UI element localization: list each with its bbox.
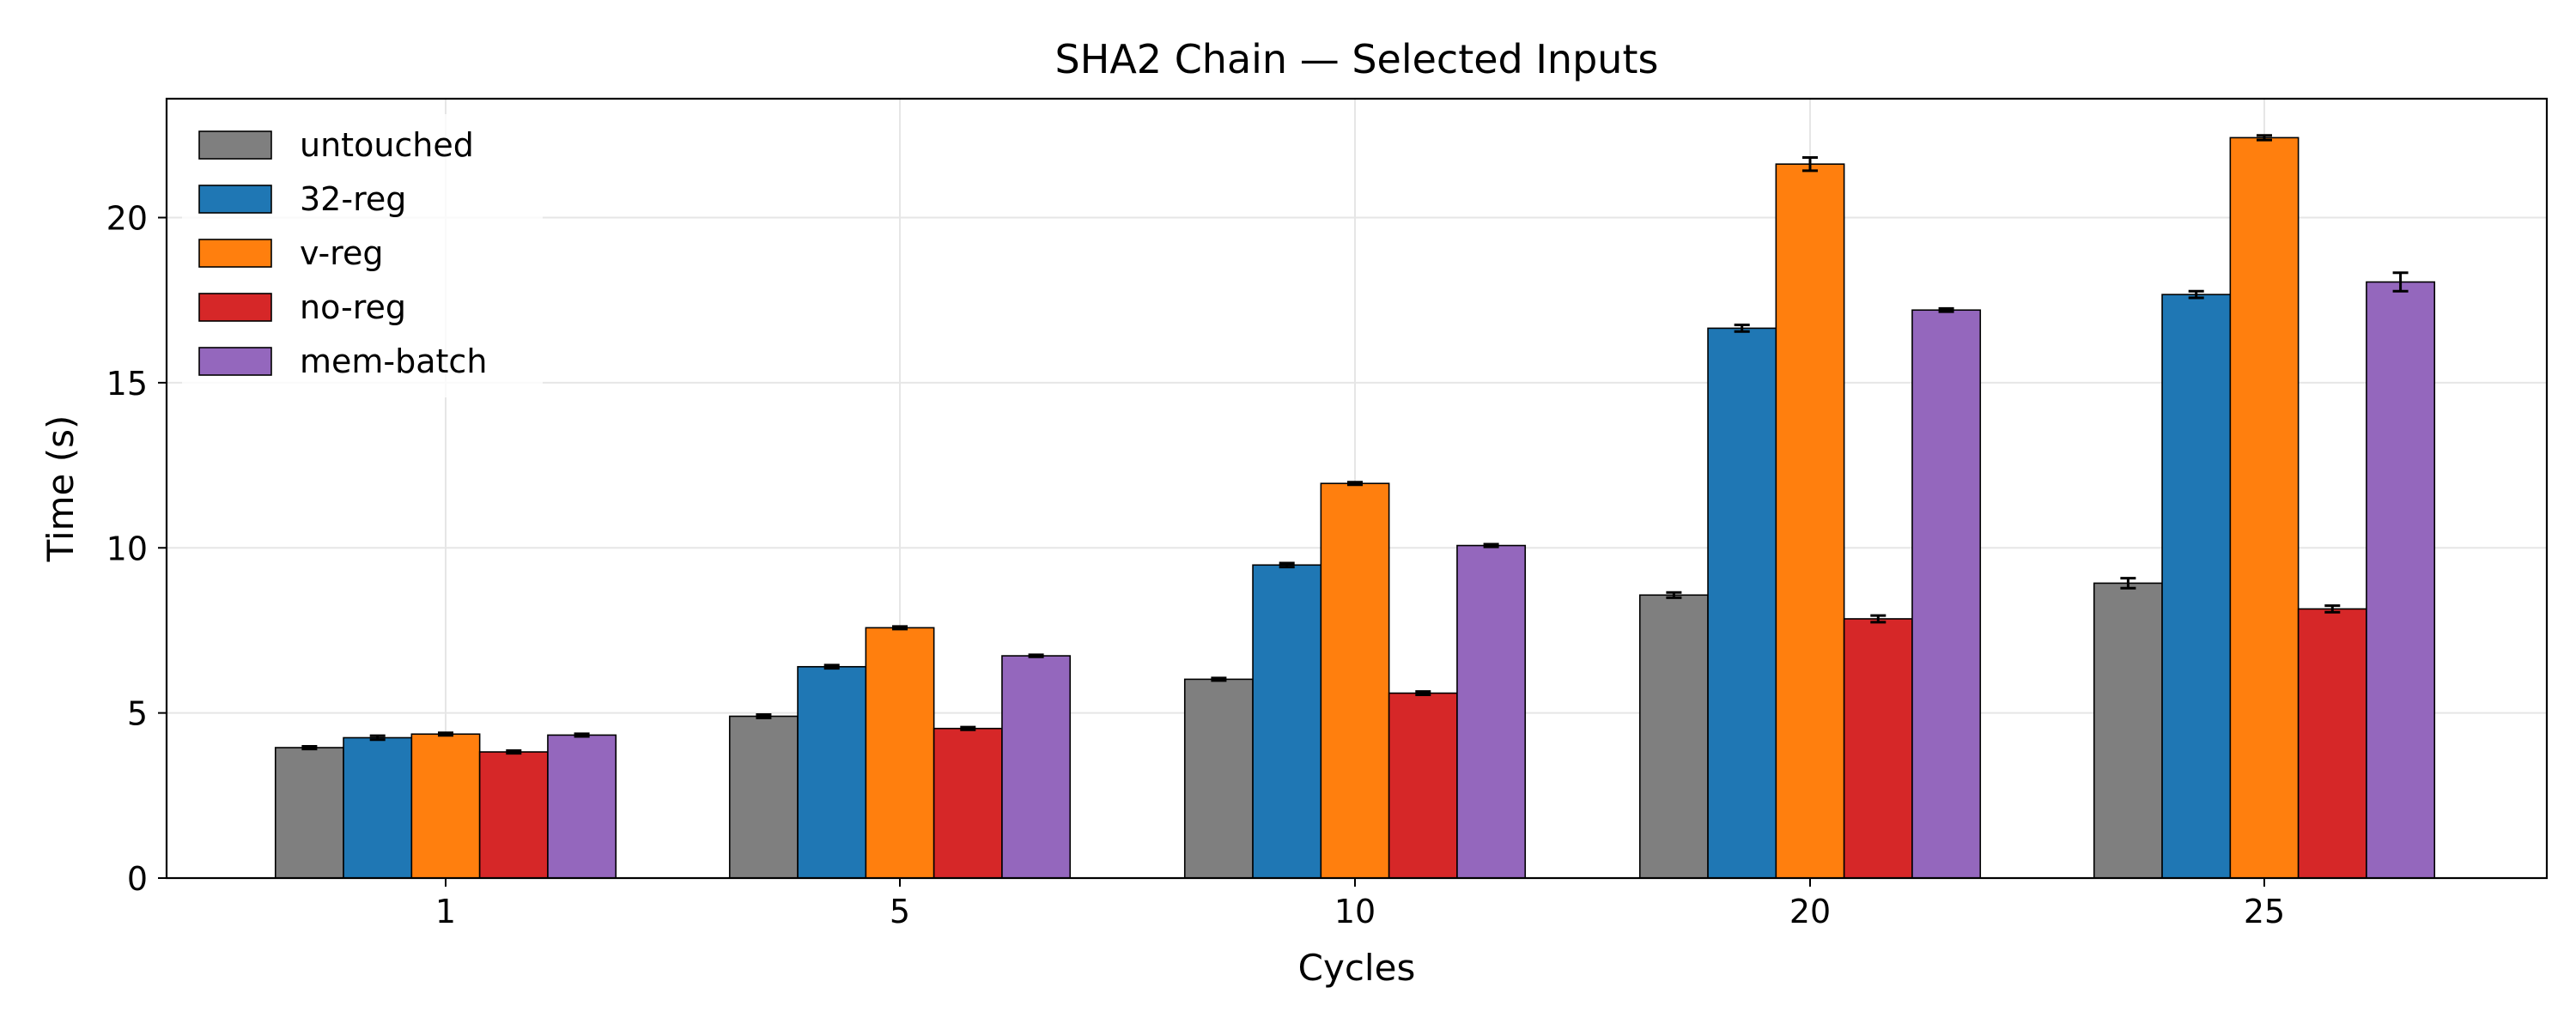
- error-bar-mem-batch-20: [1938, 306, 1954, 313]
- chart-title: SHA2 Chain — Selected Inputs: [1055, 36, 1659, 82]
- bars: [274, 136, 2436, 879]
- bar-32-reg-10: [1252, 564, 1322, 879]
- error-bar-untouched-1: [301, 744, 318, 751]
- error-bar-32-reg-25: [2188, 289, 2204, 300]
- bar-mem-batch-25: [2366, 281, 2436, 879]
- bar-untouched-1: [274, 747, 344, 879]
- x-tick-label: 5: [890, 893, 910, 930]
- error-bar-v-reg-25: [2257, 134, 2272, 142]
- bar-32-reg-25: [2161, 294, 2232, 879]
- bar-mem-batch-10: [1456, 544, 1527, 879]
- bar-mem-batch-5: [1001, 655, 1072, 879]
- error-bar-untouched-20: [1666, 591, 1682, 599]
- x-tick-label: 10: [1334, 893, 1376, 930]
- bar-untouched-10: [1183, 678, 1254, 879]
- error-bar-32-reg-5: [823, 663, 840, 670]
- legend-swatch-32-reg: [198, 185, 272, 214]
- bar-untouched-5: [728, 715, 799, 879]
- bar-v-reg-20: [1775, 163, 1845, 879]
- legend-label-v-reg: v-reg: [300, 234, 383, 272]
- error-bar-no-reg-1: [506, 748, 522, 755]
- legend-swatch-mem-batch: [198, 347, 272, 376]
- y-tick-label: 5: [127, 695, 148, 733]
- y-tick-label: 0: [127, 860, 148, 898]
- bar-32-reg-20: [1707, 327, 1777, 879]
- bar-no-reg-5: [933, 727, 1003, 879]
- bar-mem-batch-20: [1911, 309, 1982, 879]
- y-axis-ticks: 0 5 10 15 20: [106, 200, 167, 898]
- bar-untouched-20: [1638, 594, 1709, 879]
- error-bar-untouched-10: [1211, 676, 1227, 682]
- bar-32-reg-1: [343, 736, 413, 879]
- bar-no-reg-1: [478, 751, 549, 879]
- plot-frame: [165, 97, 2549, 880]
- error-bar-v-reg-20: [1802, 155, 1818, 173]
- bar-v-reg-5: [865, 627, 935, 879]
- bar-v-reg-1: [410, 733, 481, 879]
- x-tick-label: 20: [1789, 893, 1831, 930]
- x-axis-label: Cycles: [1298, 947, 1416, 989]
- error-bar-mem-batch-10: [1483, 542, 1499, 548]
- x-tick-label: 25: [2244, 893, 2285, 930]
- bar-no-reg-20: [1843, 618, 1913, 879]
- error-bar-v-reg-10: [1347, 481, 1363, 487]
- error-bar-v-reg-5: [892, 625, 908, 631]
- error-bar-untouched-5: [756, 713, 772, 719]
- x-axis-ticks: 1 5 10 20 25: [435, 878, 2285, 930]
- error-bar-mem-batch-25: [2392, 271, 2409, 293]
- error-bar-mem-batch-1: [574, 732, 590, 738]
- x-tick-label: 1: [435, 893, 456, 930]
- legend-swatch-v-reg: [198, 239, 272, 268]
- legend-label-no-reg: no-reg: [300, 288, 406, 326]
- bar-no-reg-10: [1388, 692, 1458, 879]
- y-tick-label: 10: [106, 530, 148, 567]
- error-bar-v-reg-1: [438, 731, 453, 737]
- bar-mem-batch-1: [547, 734, 617, 879]
- error-bars: [301, 134, 2409, 755]
- legend-label-untouched: untouched: [300, 126, 474, 164]
- legend-label-32-reg: 32-reg: [300, 180, 406, 218]
- error-bar-no-reg-25: [2324, 604, 2341, 614]
- y-tick-label: 15: [106, 365, 148, 403]
- error-bar-32-reg-1: [369, 734, 386, 742]
- error-bar-32-reg-20: [1734, 324, 1750, 333]
- y-tick-label: 20: [106, 200, 148, 238]
- bar-untouched-25: [2093, 582, 2163, 879]
- legend: untouched 32-reg v-reg no-reg mem-batch: [182, 114, 543, 397]
- y-axis-label: Time (s): [39, 415, 82, 563]
- bar-v-reg-25: [2229, 136, 2300, 879]
- error-bar-untouched-25: [2120, 577, 2136, 590]
- legend-swatch-untouched: [198, 130, 272, 160]
- error-bar-no-reg-5: [960, 725, 976, 731]
- bar-no-reg-25: [2297, 608, 2367, 879]
- error-bar-mem-batch-5: [1028, 653, 1044, 658]
- error-bar-no-reg-20: [1870, 614, 1886, 624]
- legend-swatch-no-reg: [198, 293, 272, 322]
- legend-label-mem-batch: mem-batch: [300, 342, 487, 380]
- error-bar-no-reg-10: [1415, 690, 1431, 696]
- bar-v-reg-10: [1320, 482, 1390, 879]
- bar-32-reg-5: [797, 665, 867, 879]
- error-bar-32-reg-10: [1279, 561, 1295, 569]
